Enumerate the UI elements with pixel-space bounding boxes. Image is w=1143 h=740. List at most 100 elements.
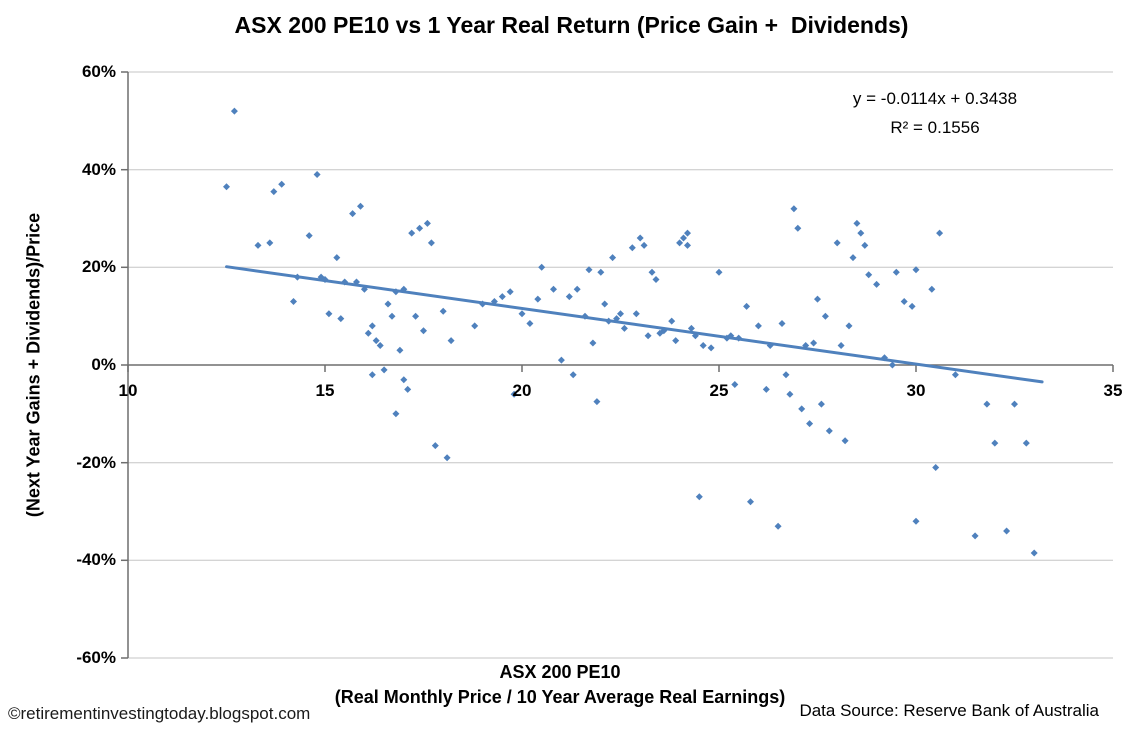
data-point [778,320,786,327]
data-point [731,381,739,388]
data-point [412,312,420,320]
data-point [691,332,699,340]
data-point [392,288,400,296]
data-point [471,322,479,330]
data-point [857,229,865,237]
data-point [290,298,297,305]
data-point [479,300,487,308]
data-point [817,400,825,408]
data-point [687,324,695,332]
data-point [715,268,723,276]
data-point [790,205,798,213]
data-point [223,183,230,191]
data-point [1003,527,1011,535]
data-point [423,219,431,227]
data-point [652,276,660,283]
data-point [364,329,372,337]
trend-line [225,265,1044,384]
data-point [617,310,624,318]
data-point [766,342,774,349]
data-point [743,302,751,310]
data-point [620,324,628,332]
y-tick-label: 60% [81,62,116,81]
data-point [408,229,416,237]
trendline-r-squared: R² = 0.1556 [890,118,980,137]
y-tick-label: 0% [91,355,116,374]
data-point [589,339,597,347]
data-point [873,280,881,288]
data-point [1030,549,1038,557]
data-point [490,298,498,305]
data-point [506,288,514,296]
y-tick-label: -60% [76,648,116,667]
data-point [392,410,400,418]
data-point [861,241,869,249]
data-point [660,327,668,335]
data-point [951,371,959,379]
data-point [912,266,920,274]
data-point [841,437,849,445]
data-point [810,339,818,347]
data-point [1022,439,1030,447]
data-point [601,300,609,308]
x-tick-label: 15 [315,381,335,400]
data-point [991,439,999,447]
data-point [1011,400,1018,408]
y-tick-label: -40% [76,550,116,570]
data-point [932,464,940,471]
data-point [353,278,360,286]
data-point [636,234,644,242]
data-point [538,263,546,271]
data-point [707,344,715,352]
data-point [640,241,648,249]
data-point [853,219,861,227]
data-point [936,229,944,237]
x-tick-label: 10 [118,381,138,400]
x-tick-label: 20 [512,381,532,400]
trendline-annotation: y = -0.0114x + 0.3438 R² = 0.1556 [780,84,1090,142]
data-point [865,271,873,279]
data-point [368,322,376,330]
data-point [534,295,542,303]
data-point [668,317,676,325]
data-point [278,180,286,188]
data-point [581,312,589,320]
data-point [404,385,412,393]
data-point [420,327,427,335]
data-point [786,390,794,398]
data-point [230,107,238,115]
data-point [971,532,979,540]
data-point [676,239,684,247]
data-point [648,268,656,276]
data-point [447,337,455,345]
data-point [912,517,920,525]
data-point [518,310,526,318]
data-point [254,241,262,249]
data-point [849,254,857,262]
data-point [573,285,581,293]
data-point [928,285,936,293]
data-point [380,366,388,374]
data-point [368,371,376,379]
x-tick-label: 30 [906,381,926,400]
data-point [802,342,810,349]
data-point [605,317,613,325]
x-tick-label: 25 [709,381,729,400]
data-point [684,229,691,237]
data-point [593,398,601,406]
data-point [565,293,573,301]
data-point [557,356,565,364]
data-point [388,312,396,320]
data-point [699,342,707,349]
scatter-plot [121,71,1114,659]
data-point [313,171,321,178]
data-point [632,310,640,318]
data-point [609,254,617,262]
data-point [266,239,274,247]
data-point [376,342,384,349]
data-point [360,285,368,293]
data-point [747,498,754,506]
x-tick-label: 35 [1103,381,1123,400]
x-axis-title-line2: (Real Monthly Price / 10 Year Average Re… [334,687,786,707]
data-point [597,268,605,276]
